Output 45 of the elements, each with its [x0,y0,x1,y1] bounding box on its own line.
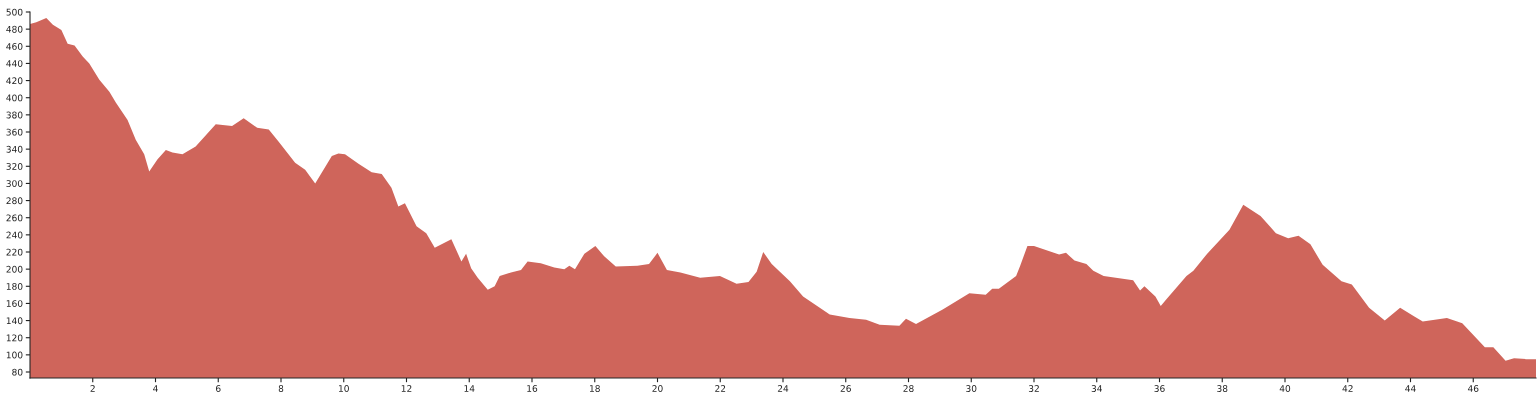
x-tick-label: 18 [590,385,600,392]
y-tick-label: 400 [6,94,23,102]
x-tick-label: 40 [1279,385,1291,392]
y-tick-label: 120 [6,334,23,342]
y-tick-label: 500 [6,8,23,16]
x-tick-label: 46 [1467,385,1479,392]
x-tick-label: 12 [401,385,412,392]
y-tick-label: 340 [6,145,23,153]
y-tick-label: 260 [6,214,23,222]
x-tick-label: 20 [652,385,663,392]
y-tick-label: 360 [6,128,23,136]
y-tick-label: 220 [6,248,23,256]
y-tick-label: 160 [6,300,23,307]
x-tick-label: 26 [840,385,851,392]
x-tick-label: 16 [527,385,538,392]
x-tick-label: 30 [966,385,977,392]
y-tick-label: 100 [6,351,23,359]
x-tick-label: 14 [464,385,475,392]
y-tick-label: 460 [6,43,23,50]
x-tick-label: 34 [1091,385,1102,392]
x-tick-label: 36 [1154,385,1165,392]
x-tick-label: 28 [903,385,914,392]
y-tick-label: 280 [6,197,23,205]
y-tick-label: 320 [6,163,23,170]
y-tick-label: 240 [6,231,23,239]
y-tick-label: 300 [6,180,23,187]
x-tick-label: 44 [1405,385,1416,392]
y-tick-label: 140 [6,317,23,325]
x-tick-label: 10 [339,385,349,392]
x-tick-label: 6 [216,385,221,392]
x-tick-label: 8 [278,385,284,392]
y-tick-label: 380 [6,111,23,119]
x-tick-label: 24 [777,385,789,392]
y-tick-label: 80 [12,368,23,376]
x-tick-label: 2 [90,385,95,392]
y-tick-label: 420 [6,77,23,85]
x-tick-label: 22 [715,385,726,392]
y-tick-label: 200 [6,265,23,273]
x-tick-label: 42 [1342,385,1353,392]
y-tick-label: 440 [6,60,23,67]
x-tick-label: 32 [1028,385,1039,392]
x-tick-label: 4 [153,385,158,392]
x-tick-label: 38 [1217,385,1228,392]
y-tick-label: 180 [6,283,23,290]
y-tick-label: 480 [6,25,23,33]
